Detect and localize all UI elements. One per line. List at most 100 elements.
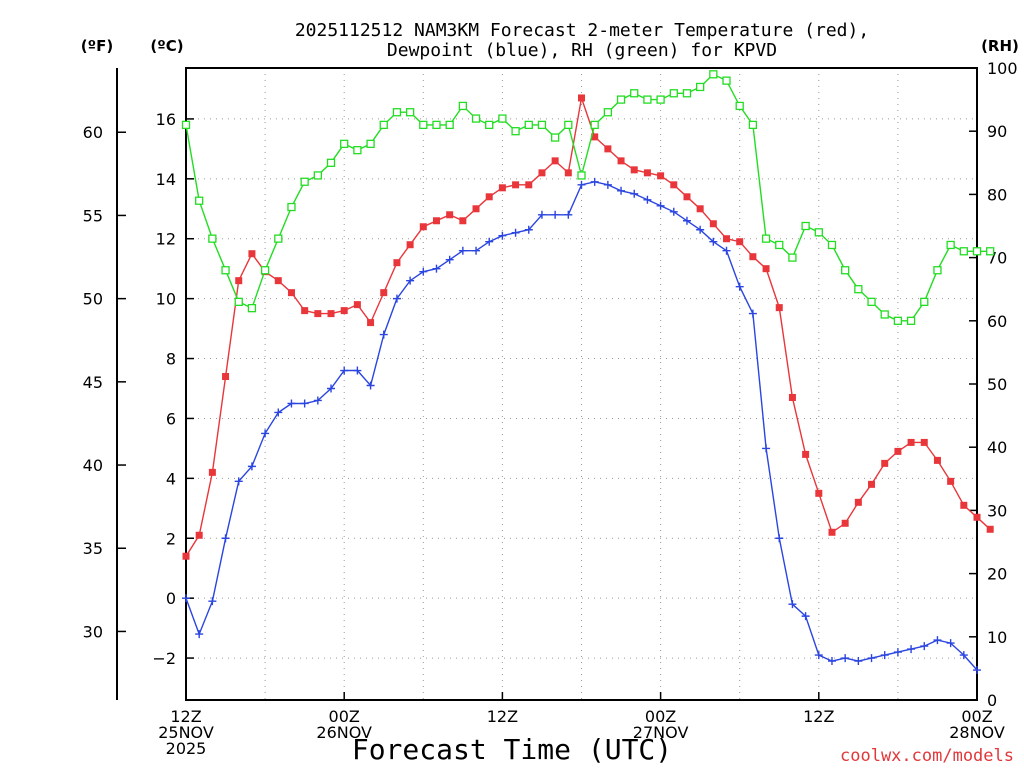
rh-point bbox=[788, 253, 797, 262]
chart-title-line-2: Dewpoint (blue), RH (green) for KPVD bbox=[387, 40, 777, 61]
dewpoint-point bbox=[893, 648, 902, 657]
temperature-point bbox=[222, 373, 230, 381]
rh-point bbox=[300, 177, 309, 186]
celsius-tick-label: 16 bbox=[156, 110, 176, 129]
temperature-point bbox=[564, 169, 572, 177]
dewpoint-point bbox=[590, 177, 599, 186]
temperature-point bbox=[327, 310, 335, 318]
temperature-point bbox=[525, 181, 533, 189]
rh-point bbox=[537, 120, 547, 130]
dewpoint-point bbox=[313, 396, 322, 405]
temperature-point bbox=[446, 211, 454, 219]
temperature-point bbox=[881, 459, 889, 467]
dewpoint-point bbox=[340, 366, 349, 375]
dewpoint-point bbox=[933, 636, 942, 645]
dewpoint-point bbox=[696, 225, 705, 234]
dewpoint-point bbox=[617, 186, 626, 195]
rh-line bbox=[185, 73, 991, 322]
dewpoint-point bbox=[274, 408, 283, 417]
dewpoint-point bbox=[775, 534, 784, 543]
temperature-point bbox=[907, 438, 915, 446]
temperature-point bbox=[762, 265, 770, 273]
rh-tick-label: 10 bbox=[987, 628, 1007, 647]
dewpoint-point bbox=[498, 231, 507, 240]
temperature-point bbox=[578, 94, 585, 102]
dewpoint-point bbox=[827, 657, 836, 666]
temperature-point bbox=[551, 157, 559, 165]
celsius-tick-label: 12 bbox=[156, 230, 176, 249]
celsius-tick-label: 14 bbox=[156, 170, 176, 189]
rh-axis-label: (RH) bbox=[981, 37, 1019, 55]
rh-point bbox=[260, 266, 270, 275]
rh-point bbox=[946, 240, 955, 250]
x-tick-label: 28NOV bbox=[949, 723, 1005, 742]
rh-point bbox=[234, 297, 243, 306]
rh-tick-label: 30 bbox=[987, 501, 1007, 520]
x-tick-label: 00Z bbox=[645, 707, 676, 726]
rh-point bbox=[630, 89, 639, 98]
dewpoint-point bbox=[524, 225, 533, 234]
rh-point bbox=[432, 120, 441, 130]
dewpoint-point bbox=[392, 294, 401, 303]
temperature-point bbox=[920, 438, 928, 446]
dewpoint-point bbox=[208, 597, 217, 606]
dewpoint-point bbox=[406, 276, 415, 285]
rh-point bbox=[353, 146, 362, 155]
credit-text: coolwx.com/models bbox=[840, 746, 1014, 766]
dewpoint-point bbox=[682, 216, 691, 225]
rh-point bbox=[326, 158, 336, 167]
x-tick-label: 2025 bbox=[166, 739, 207, 758]
rh-point bbox=[827, 240, 837, 250]
fahrenheit-tick-label: 55 bbox=[83, 206, 103, 225]
temperature-point bbox=[380, 289, 388, 297]
rh-tick-label: 100 bbox=[987, 59, 1018, 78]
rh-point bbox=[195, 196, 204, 205]
rh-point bbox=[458, 101, 468, 111]
grid bbox=[186, 68, 977, 700]
dewpoint-point bbox=[537, 210, 546, 219]
rh-tick-label: 80 bbox=[987, 185, 1007, 204]
rh-tick-label: 50 bbox=[987, 375, 1007, 394]
temperature-point bbox=[432, 217, 440, 225]
temperature-point bbox=[775, 304, 783, 312]
temperature-point bbox=[208, 468, 216, 476]
rh-point bbox=[775, 240, 784, 250]
temperature-point bbox=[604, 145, 612, 153]
rh-point bbox=[748, 120, 758, 130]
temperature-point bbox=[973, 513, 981, 521]
temperature-point bbox=[459, 217, 467, 225]
rh-point bbox=[379, 120, 388, 130]
axes: −2 0 2 4 6 8 10 12 14 16 30 35 40 45 50 55 60 0 10 20 30 40 50… bbox=[83, 59, 1018, 758]
dewpoint-point bbox=[722, 246, 731, 255]
rh-point bbox=[643, 95, 652, 104]
rh-point bbox=[485, 120, 494, 130]
dewpoint-point bbox=[472, 246, 481, 255]
dewpoint-point bbox=[419, 267, 428, 276]
celsius-axis-label: (ºC) bbox=[150, 37, 183, 55]
temperature-point bbox=[749, 253, 757, 261]
rh-point bbox=[208, 234, 217, 243]
series-rh bbox=[181, 70, 995, 325]
dewpoint-point bbox=[195, 630, 204, 639]
celsius-tick-label: 0 bbox=[166, 589, 176, 608]
temperature-point bbox=[340, 307, 348, 315]
rh-point bbox=[603, 108, 613, 117]
rh-point bbox=[854, 285, 863, 294]
temperature-point bbox=[630, 166, 638, 174]
temperature-point bbox=[868, 480, 876, 488]
rh-point bbox=[274, 234, 283, 243]
dewpoint-point bbox=[709, 237, 718, 246]
temperature-point bbox=[960, 501, 968, 509]
temperature-point bbox=[670, 181, 678, 189]
temperature-point bbox=[195, 531, 203, 539]
rh-point bbox=[419, 120, 428, 130]
rh-point bbox=[986, 247, 995, 256]
temperature-point bbox=[986, 525, 994, 533]
dewpoint-point bbox=[221, 534, 230, 543]
temperature-point bbox=[367, 319, 375, 327]
fahrenheit-tick-label: 40 bbox=[83, 456, 103, 475]
rh-point bbox=[801, 221, 810, 231]
temperature-point bbox=[591, 133, 599, 141]
dewpoint-point bbox=[788, 600, 797, 609]
celsius-tick-label: 6 bbox=[166, 409, 176, 428]
